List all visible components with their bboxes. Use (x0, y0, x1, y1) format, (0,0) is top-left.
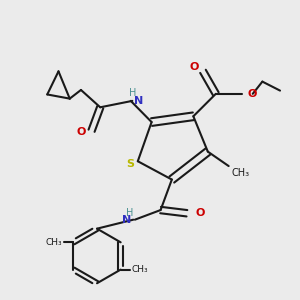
Text: O: O (247, 89, 257, 99)
Text: O: O (189, 62, 199, 73)
Text: N: N (134, 96, 143, 106)
Text: CH₃: CH₃ (132, 265, 148, 274)
Text: CH₃: CH₃ (231, 168, 249, 178)
Text: CH₃: CH₃ (46, 238, 62, 247)
Text: H: H (129, 88, 136, 98)
Text: S: S (126, 159, 134, 170)
Text: H: H (126, 208, 134, 218)
Text: O: O (76, 127, 86, 137)
Text: N: N (122, 215, 132, 225)
Text: O: O (196, 208, 205, 218)
